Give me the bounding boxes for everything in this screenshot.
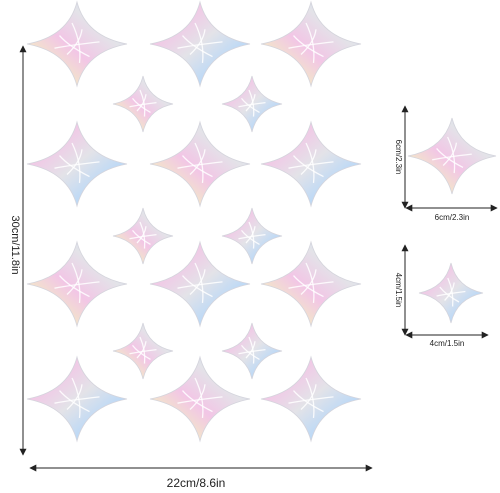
small-star-height-label: 4cm/1.5in xyxy=(394,273,403,308)
small-star-dimensions: 4cm/1.5in 4cm/1.5in xyxy=(394,244,489,348)
large-star-sticker xyxy=(260,355,362,443)
large-star-sticker xyxy=(260,240,362,328)
sheet-width-dimension: 22cm/8.6in xyxy=(29,464,373,490)
small-star-sticker xyxy=(221,207,283,265)
large-star-sticker xyxy=(26,120,128,208)
sheet-height-label: 30cm/11.8in xyxy=(9,215,21,274)
sheet-height-dimension: 30cm/11.8in xyxy=(9,45,27,456)
large-star-sticker xyxy=(260,0,362,88)
small-star-sticker xyxy=(221,75,283,133)
small-star-sticker xyxy=(221,322,283,380)
large-star-sticker xyxy=(26,0,128,88)
large-star-sticker xyxy=(26,240,128,328)
small-star-sticker xyxy=(112,75,174,133)
large-star-height-label: 6cm/2.3in xyxy=(394,140,403,175)
large-star-sticker xyxy=(149,240,251,328)
sheet-width-label: 22cm/8.6in xyxy=(167,476,226,490)
large-star-sticker xyxy=(26,355,128,443)
large-star-width-label: 6cm/2.3in xyxy=(435,213,470,222)
small-star-width-label: 4cm/1.5in xyxy=(430,339,465,348)
large-star-sticker xyxy=(149,355,251,443)
small-star-detail xyxy=(418,262,484,324)
large-star-detail xyxy=(407,117,497,195)
small-star-sticker xyxy=(112,207,174,265)
large-star-sticker xyxy=(149,0,251,88)
small-star-sticker xyxy=(112,322,174,380)
sticker-sheet xyxy=(26,0,497,443)
large-star-sticker xyxy=(149,120,251,208)
large-star-dimensions: 6cm/2.3in 6cm/2.3in xyxy=(394,105,498,222)
large-star-sticker xyxy=(260,120,362,208)
